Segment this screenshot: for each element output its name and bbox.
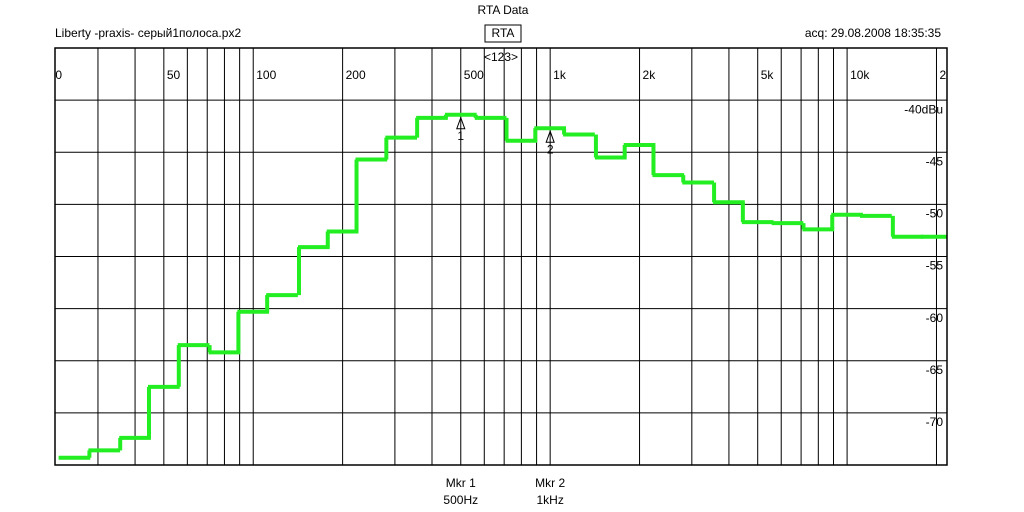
marker-id: 1	[457, 129, 464, 143]
x-tick-label: 2k	[643, 68, 657, 82]
x-tick-label: 100	[256, 68, 276, 82]
marker-name: Mkr 1	[446, 476, 476, 490]
marker-id: 2	[547, 142, 554, 156]
tick-labels: 20 50 100 200 500 1k 2k 5k 10k 20k -40dBu -45 -50 -55…	[49, 68, 959, 429]
x-tick-label: 20	[49, 68, 63, 82]
x-tick-label: 1k	[553, 68, 567, 82]
y-tick-label: -45	[926, 154, 944, 168]
channel-label: <123>	[484, 50, 518, 64]
marker-freq: 1kHz	[536, 493, 563, 507]
x-tick-label: 50	[167, 68, 181, 82]
y-tick-label: -50	[926, 207, 944, 221]
y-tick-label: -65	[926, 363, 944, 377]
chart-title: RTA Data	[478, 3, 529, 17]
marker-name: Mkr 2	[535, 476, 565, 490]
mode-label: RTA	[492, 26, 515, 40]
x-tick-label: 5k	[761, 68, 775, 82]
x-tick-label: 200	[346, 68, 366, 82]
mode-box	[484, 24, 522, 43]
y-tick-label: -60	[926, 311, 944, 325]
series	[58, 112, 947, 460]
y-tick-label: -40dBu	[904, 102, 943, 116]
plot-frame	[54, 47, 948, 466]
timestamp: acq: 29.08.2008 18:35:35	[805, 26, 941, 40]
file-name: Liberty -praxis- серый1полоса.px2	[55, 26, 241, 40]
x-tick-label: 500	[464, 68, 484, 82]
y-tick-label: -70	[926, 415, 944, 429]
markers: 1 Mkr 1 500Hz 2 Mkr 2 1kHz	[443, 116, 565, 507]
marker-freq: 500Hz	[443, 493, 478, 507]
y-tick-label: -55	[926, 259, 944, 273]
x-tick-label: 20k	[939, 68, 959, 82]
x-tick-label: 10k	[850, 68, 870, 82]
